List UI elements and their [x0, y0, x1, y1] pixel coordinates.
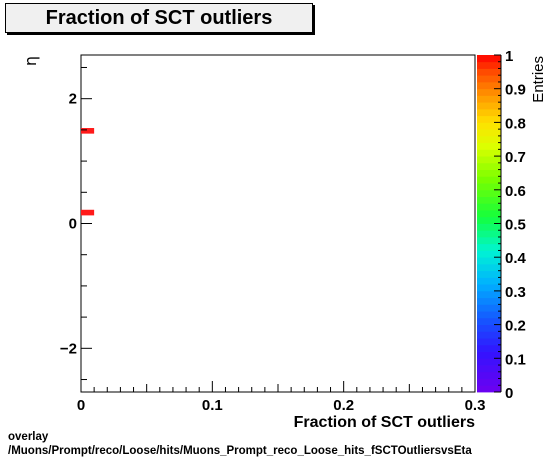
colorbar-band — [477, 290, 501, 299]
colorbar-band — [477, 108, 501, 117]
colorbar-band — [477, 317, 501, 325]
colorbar-band — [477, 115, 501, 123]
x-tick-label: 0.1 — [202, 397, 223, 414]
colorbar-band — [477, 338, 501, 346]
colorbar-band — [477, 210, 501, 218]
colorbar-band — [477, 358, 501, 366]
colorbar-band — [477, 149, 501, 157]
colorbar-band — [477, 344, 501, 352]
colorbar-tick-label: 0 — [505, 385, 513, 402]
colorbar-tick-label: 0.5 — [505, 217, 526, 234]
colorbar-tick-label: 0.8 — [505, 115, 526, 132]
colorbar-tick-label: 0.7 — [505, 149, 526, 166]
colorbar-tick-label: 0.1 — [505, 351, 526, 368]
colorbar-band — [477, 250, 501, 258]
colorbar-band — [477, 88, 501, 96]
colorbar-band — [477, 75, 501, 83]
colorbar-band — [477, 81, 501, 90]
colorbar-band — [477, 216, 501, 224]
x-tick-label: 0 — [77, 397, 85, 414]
colorbar-band — [477, 156, 501, 164]
colorbar-band — [477, 297, 501, 305]
heatmap-cell — [81, 209, 95, 216]
colorbar-band — [477, 263, 501, 272]
colorbar-band — [477, 304, 501, 312]
colorbar-band — [477, 365, 501, 373]
x-axis-title: Fraction of SCT outliers — [294, 414, 475, 431]
colorbar-band — [477, 162, 501, 170]
colorbar-band — [477, 102, 501, 110]
colorbar-band — [477, 385, 501, 393]
colorbar-band — [477, 196, 501, 204]
colorbar-tick-label: 0.4 — [505, 250, 527, 267]
title-box: Fraction of SCT outliers — [5, 3, 313, 33]
chart-title: Fraction of SCT outliers — [45, 7, 273, 29]
colorbar-band — [477, 236, 501, 245]
colorbar-band — [477, 169, 501, 177]
colorbar-tick-label: 1 — [505, 48, 513, 65]
colorbar-band — [477, 183, 501, 191]
colorbar-band — [477, 203, 501, 211]
colorbar-band — [477, 55, 501, 63]
colorbar-band — [477, 68, 501, 76]
colorbar-band — [477, 324, 501, 332]
colorbar-band — [477, 371, 501, 379]
colorbar-title: Entries — [530, 56, 546, 103]
colorbar-tick-label: 0.3 — [505, 284, 526, 301]
colorbar-band — [477, 61, 501, 69]
colorbar-band — [477, 189, 501, 197]
plot-frame — [80, 54, 476, 393]
colorbar-band — [477, 284, 501, 292]
colorbar-band — [477, 351, 501, 359]
heatmap-cell — [81, 128, 95, 134]
colorbar-band — [477, 95, 501, 103]
colorbar-band — [477, 223, 501, 231]
colorbar-band — [477, 142, 501, 150]
colorbar-tick-label: 0.6 — [505, 183, 526, 200]
y-tick-label: 0 — [69, 216, 77, 233]
footer-overlay-label: overlay — [8, 431, 49, 443]
colorbar-band — [477, 129, 501, 137]
colorbar-tick-label: 0.9 — [505, 82, 526, 99]
x-tick-label: 0.3 — [465, 397, 486, 414]
y-tick-label: 2 — [69, 91, 77, 108]
y-tick-label: −2 — [60, 340, 77, 357]
colorbar-band — [477, 135, 501, 144]
x-tick-label: 0.2 — [333, 397, 354, 414]
colorbar-band — [477, 243, 501, 251]
colorbar-band — [477, 257, 501, 265]
colorbar-band — [477, 311, 501, 319]
footer-path-label: /Muons/Prompt/reco/Loose/hits/Muons_Prom… — [8, 445, 472, 457]
colorbar-tick-label: 0.2 — [505, 318, 526, 335]
colorbar-band — [477, 270, 501, 278]
colorbar-band — [477, 122, 501, 130]
colorbar-band — [477, 277, 501, 285]
colorbar-band — [477, 331, 501, 339]
colorbar-band — [477, 176, 501, 184]
colorbar-band — [477, 230, 501, 238]
colorbar-band — [477, 378, 501, 386]
y-axis-title: η — [21, 56, 40, 66]
